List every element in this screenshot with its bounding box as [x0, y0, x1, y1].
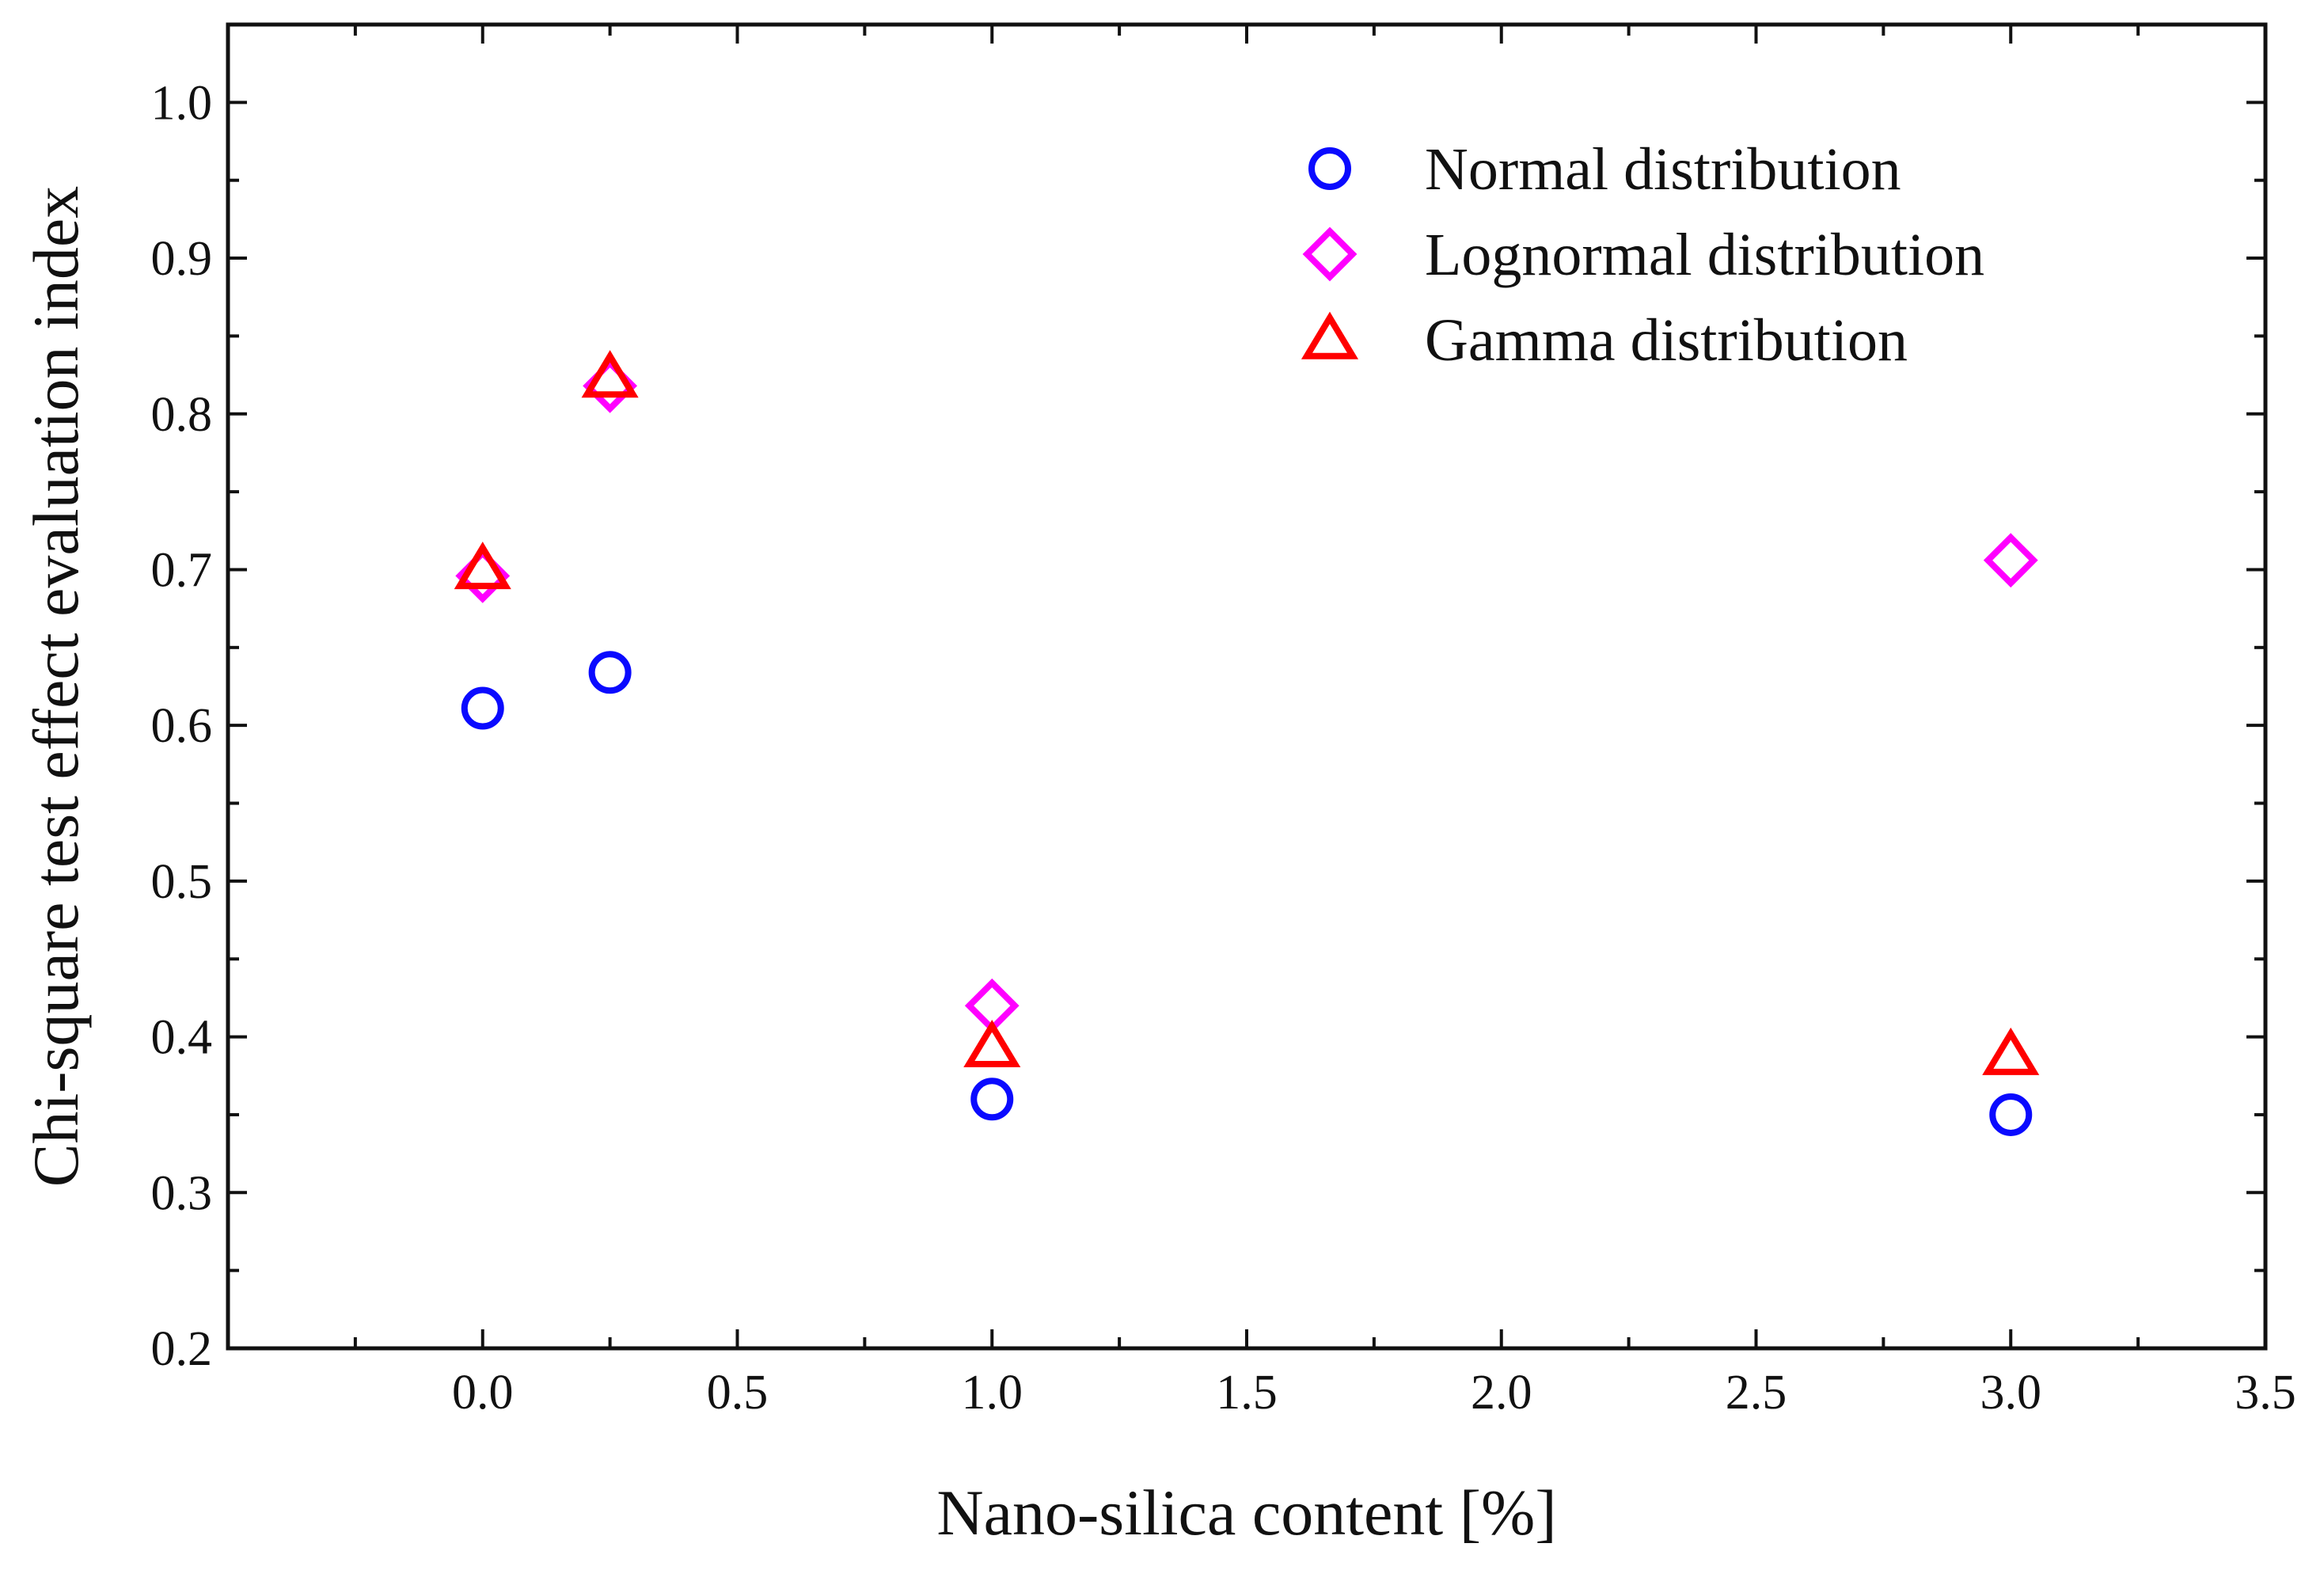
x-axis-title: Nano-silica content [%]: [936, 1477, 1556, 1549]
points-layer: [454, 350, 2040, 1136]
y-tick-label: 0.4: [151, 1011, 213, 1065]
y-tick-label: 0.7: [151, 543, 213, 597]
point-circle-0-1: [588, 651, 632, 694]
point-diamond-1-3: [1983, 533, 2038, 588]
x-tick-label: 0.5: [707, 1366, 769, 1420]
point-circle-0-3: [1989, 1093, 2033, 1136]
legend-label: Gamma distribution: [1425, 307, 1908, 374]
y-tick-label: 0.8: [151, 388, 213, 442]
point-triangle-2-1: [581, 350, 639, 398]
plot-frame: [226, 22, 2268, 1351]
y-axis-title: Chi-square test effect evaluation index: [20, 186, 92, 1187]
point-triangle-2-2: [963, 1019, 1021, 1068]
legend-marker-circle: [1308, 147, 1351, 190]
y-tick-label: 0.6: [151, 699, 213, 753]
legend-label: Lognormal distribution: [1425, 222, 1984, 288]
point-triangle-2-0: [454, 542, 511, 590]
x-tick-label: 0.0: [452, 1366, 514, 1420]
legend-label: Normal distribution: [1425, 136, 1901, 203]
x-tick-label: 2.0: [1471, 1366, 1532, 1420]
ticks-layer: 0.0 0.5 1.0 1.5 2.0 2.5 3.0 3.5 0.2 0.3 0.4 0.5 0.6 0…: [151, 23, 2296, 1420]
legend-marker-triangle: [1301, 311, 1359, 359]
legend: Normal distribution Lognormal distributio…: [1301, 136, 1984, 374]
y-tick-label: 0.3: [151, 1166, 213, 1220]
x-tick-label: 3.0: [1980, 1366, 2042, 1420]
y-tick-label: 0.2: [151, 1322, 213, 1376]
point-circle-0-2: [970, 1078, 1014, 1121]
x-tick-label: 1.5: [1216, 1366, 1278, 1420]
point-triangle-2-3: [1982, 1027, 2040, 1075]
x-tick-label: 3.5: [2235, 1366, 2296, 1420]
x-tick-label: 1.0: [962, 1366, 1023, 1420]
x-tick-label: 2.5: [1726, 1366, 1787, 1420]
point-circle-0-0: [461, 686, 504, 730]
y-tick-label: 0.5: [151, 855, 213, 909]
y-tick-label: 0.9: [151, 232, 213, 286]
legend-marker-diamond: [1302, 226, 1358, 282]
y-tick-label: 1.0: [151, 76, 213, 130]
